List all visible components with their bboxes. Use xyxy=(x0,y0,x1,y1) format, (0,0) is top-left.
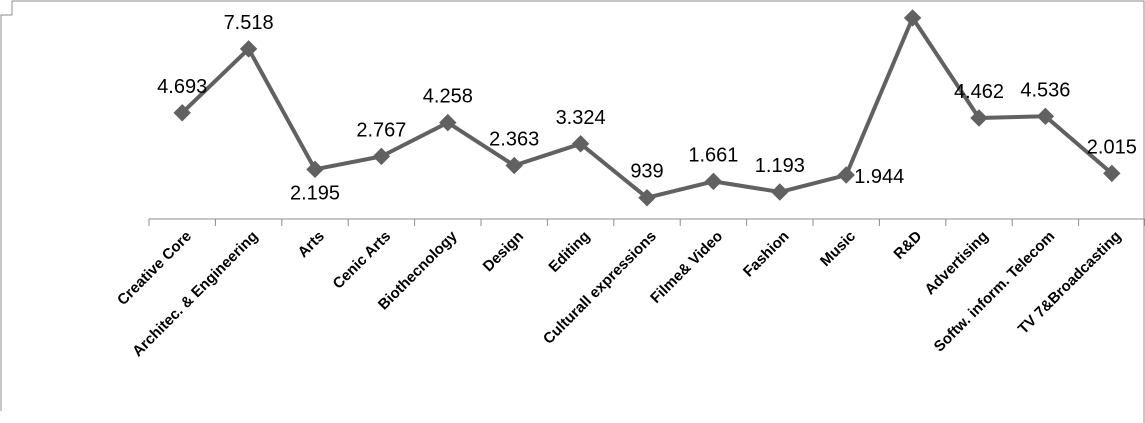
data-label: 1.193 xyxy=(755,155,805,177)
data-point-marker xyxy=(239,40,258,58)
x-tick-label: Culturall expressions xyxy=(540,228,660,348)
data-label: 2.767 xyxy=(356,119,406,141)
data-label: 2.195 xyxy=(290,182,340,204)
data-label: 1.661 xyxy=(688,144,738,166)
data-point-marker xyxy=(903,9,922,27)
x-tick-label: Advertising xyxy=(921,228,991,298)
x-tick-label: R&D xyxy=(890,228,925,263)
data-label: 2.363 xyxy=(489,129,539,151)
data-point-marker xyxy=(1036,107,1055,126)
data-label: 939 xyxy=(630,161,663,183)
data-point-marker xyxy=(571,135,590,153)
data-point-marker xyxy=(372,147,391,166)
data-point-marker xyxy=(638,189,656,207)
data-label: 4.693 xyxy=(157,76,207,98)
data-label: 8.885 xyxy=(888,0,938,3)
x-tick-label: Arts xyxy=(295,228,328,261)
data-label: 7.518 xyxy=(224,12,274,34)
x-tick-label: Cenic Arts xyxy=(330,228,395,293)
data-label: 1.944 xyxy=(854,166,904,188)
data-point-marker xyxy=(439,113,457,132)
data-point-marker xyxy=(306,160,324,179)
x-tick-label: Architec. & Engineering xyxy=(129,228,261,360)
data-point-marker xyxy=(771,183,789,201)
x-tick-label: Music xyxy=(817,228,859,270)
data-label: 2.015 xyxy=(1087,136,1137,158)
x-tick-label: Design xyxy=(480,228,527,275)
data-point-marker xyxy=(1103,164,1121,183)
x-tick-label: Softw. inform. Telecom xyxy=(931,228,1059,356)
data-point-marker xyxy=(173,104,191,122)
data-label: 4.462 xyxy=(954,81,1004,103)
data-point-marker xyxy=(970,109,988,127)
x-tick-label: Fashion xyxy=(740,228,793,281)
data-label: 3.324 xyxy=(556,107,606,129)
x-tick-label: Editing xyxy=(545,228,593,276)
data-point-marker xyxy=(505,156,523,175)
data-point-marker xyxy=(837,166,855,184)
data-label: 4.536 xyxy=(1020,79,1070,101)
data-point-marker xyxy=(704,172,723,191)
data-label: 4.258 xyxy=(423,86,473,108)
